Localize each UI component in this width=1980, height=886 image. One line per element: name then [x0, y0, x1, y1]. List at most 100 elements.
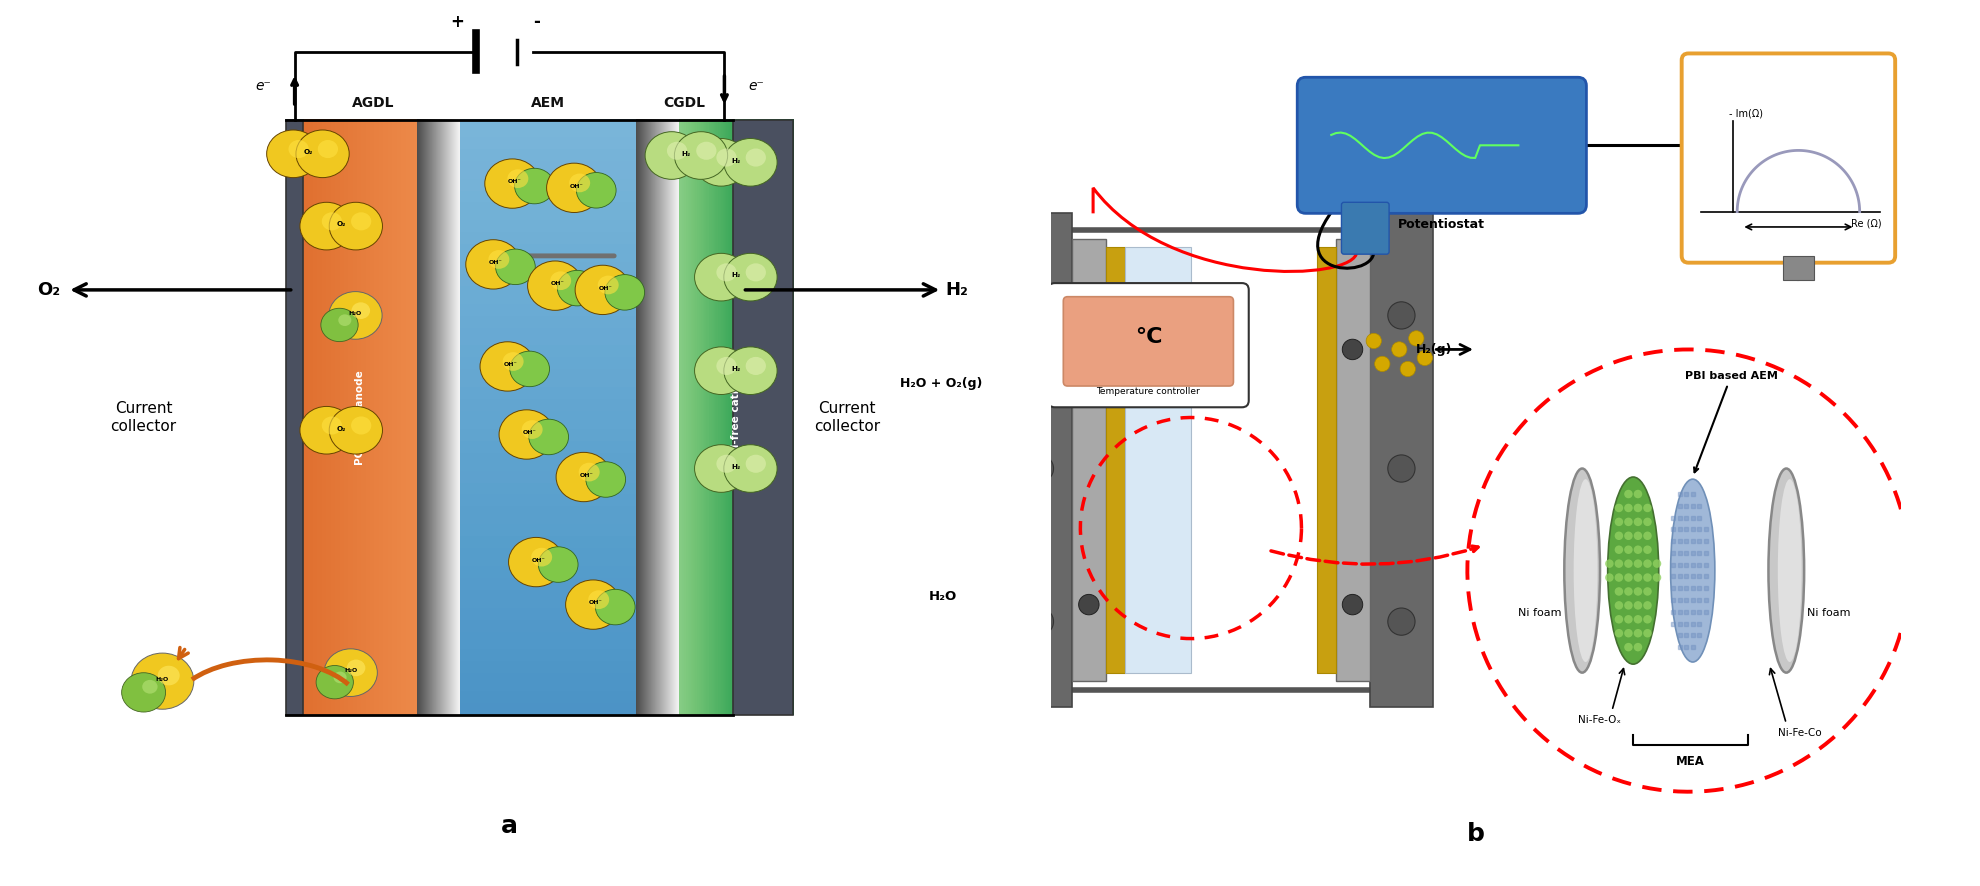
FancyBboxPatch shape [1681, 53, 1895, 262]
Circle shape [1614, 587, 1622, 595]
Circle shape [673, 132, 727, 179]
Circle shape [723, 347, 776, 394]
Ellipse shape [1564, 469, 1600, 672]
Circle shape [527, 261, 582, 310]
FancyBboxPatch shape [1047, 284, 1247, 408]
Text: °C: °C [1135, 328, 1162, 347]
Circle shape [479, 342, 535, 391]
Text: H₂O: H₂O [345, 668, 356, 673]
Circle shape [1634, 490, 1641, 498]
Circle shape [333, 672, 346, 683]
Circle shape [489, 250, 509, 268]
Text: AGDL: AGDL [352, 96, 394, 110]
Circle shape [1634, 601, 1641, 610]
Bar [1071, 239, 1105, 681]
Text: H₂O: H₂O [929, 589, 956, 602]
Circle shape [515, 168, 554, 204]
Circle shape [723, 138, 776, 186]
Circle shape [1651, 559, 1661, 568]
Circle shape [1641, 504, 1651, 512]
Bar [1782, 256, 1814, 280]
Circle shape [509, 351, 548, 386]
Bar [1368, 214, 1434, 707]
Text: Ni-Fe-Oₓ: Ni-Fe-Oₓ [1576, 715, 1620, 725]
Circle shape [1624, 517, 1632, 526]
Circle shape [717, 263, 737, 282]
Circle shape [604, 275, 644, 310]
Circle shape [744, 149, 766, 167]
Text: H₂: H₂ [681, 151, 691, 157]
Circle shape [717, 357, 737, 375]
Circle shape [1400, 361, 1416, 377]
Circle shape [596, 589, 636, 625]
Text: AEM: AEM [531, 96, 564, 110]
Circle shape [317, 140, 339, 158]
Ellipse shape [1768, 469, 1804, 672]
Bar [1335, 239, 1368, 681]
Text: Potentiostat: Potentiostat [1398, 218, 1485, 230]
Circle shape [1614, 601, 1622, 610]
Bar [303, 120, 418, 715]
Circle shape [695, 445, 746, 493]
Text: OH⁻: OH⁻ [509, 179, 523, 184]
Circle shape [1641, 517, 1651, 526]
Circle shape [1624, 532, 1632, 540]
Circle shape [1614, 573, 1622, 582]
Circle shape [289, 140, 309, 158]
Circle shape [143, 680, 158, 694]
Text: - Im(Ω): - Im(Ω) [1729, 108, 1762, 118]
Circle shape [1641, 573, 1651, 582]
Text: OH⁻: OH⁻ [523, 431, 537, 435]
Circle shape [1416, 350, 1432, 366]
Circle shape [495, 249, 535, 284]
Circle shape [1366, 333, 1380, 348]
Text: OH⁻: OH⁻ [550, 282, 564, 286]
Text: H₂: H₂ [731, 158, 741, 164]
Circle shape [574, 265, 630, 315]
Circle shape [1624, 601, 1632, 610]
Circle shape [267, 130, 319, 177]
Circle shape [299, 407, 352, 454]
Text: O₂: O₂ [337, 425, 346, 431]
Circle shape [744, 263, 766, 282]
Circle shape [325, 649, 376, 696]
Circle shape [1624, 643, 1632, 651]
Text: PGM-free cathode: PGM-free cathode [731, 364, 741, 470]
Circle shape [578, 462, 600, 481]
Circle shape [121, 672, 166, 712]
Circle shape [1388, 608, 1414, 635]
Circle shape [1614, 629, 1622, 637]
Circle shape [1388, 455, 1414, 482]
Circle shape [295, 130, 348, 177]
Circle shape [1614, 532, 1622, 540]
Circle shape [1641, 532, 1651, 540]
Bar [1105, 247, 1125, 672]
Text: O₂: O₂ [303, 149, 313, 155]
Circle shape [1624, 559, 1632, 568]
Circle shape [529, 419, 568, 455]
Circle shape [350, 302, 370, 319]
Circle shape [1624, 587, 1632, 595]
Text: PGM-free anode: PGM-free anode [354, 370, 364, 465]
Circle shape [1614, 559, 1622, 568]
Circle shape [299, 202, 352, 250]
Circle shape [695, 253, 746, 301]
Text: O₂: O₂ [337, 222, 346, 228]
Circle shape [744, 357, 766, 375]
Bar [1008, 214, 1071, 707]
Circle shape [507, 169, 529, 188]
Circle shape [158, 665, 180, 686]
Circle shape [1614, 504, 1622, 512]
Text: Ni foam: Ni foam [1806, 608, 1849, 618]
Bar [285, 120, 303, 715]
Circle shape [465, 240, 521, 289]
Circle shape [346, 659, 364, 676]
Circle shape [1471, 354, 1905, 788]
Circle shape [1026, 455, 1053, 482]
Ellipse shape [1608, 477, 1657, 664]
Circle shape [723, 445, 776, 493]
Circle shape [1641, 601, 1651, 610]
Text: e⁻: e⁻ [255, 79, 271, 93]
Circle shape [1077, 339, 1099, 360]
Circle shape [317, 665, 352, 699]
